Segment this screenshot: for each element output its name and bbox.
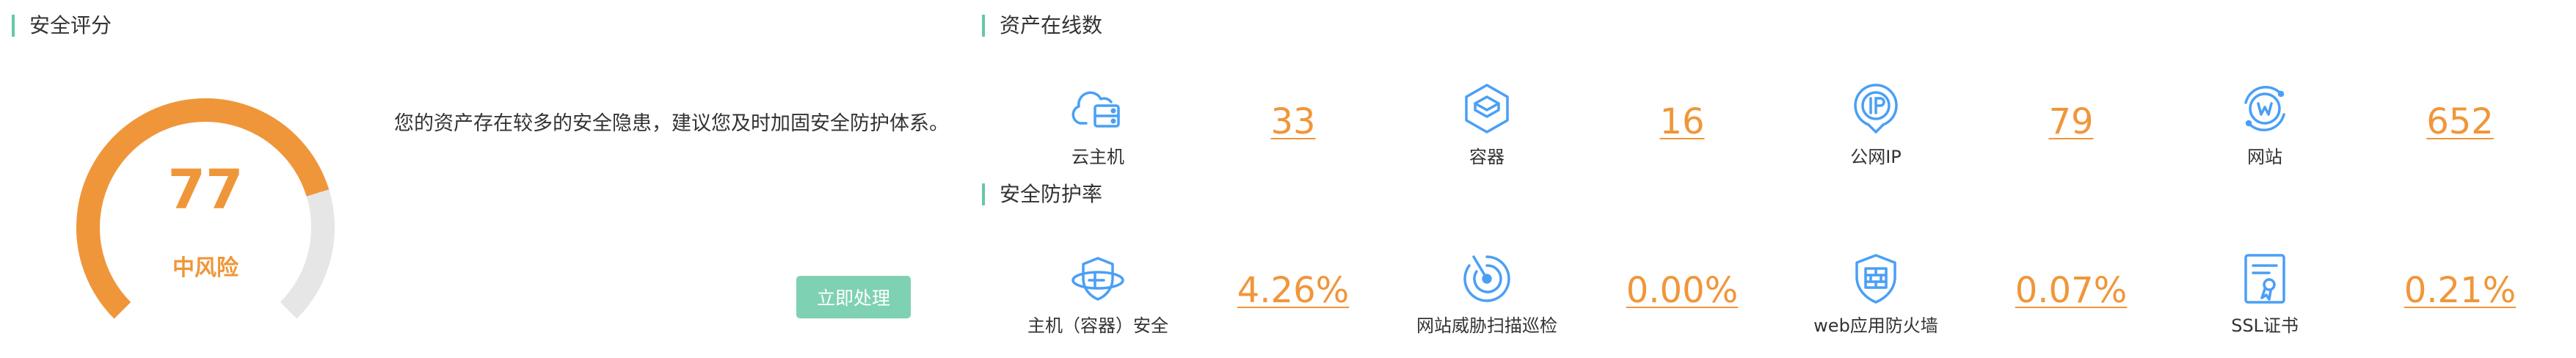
asset-value-public-ip[interactable]: 79 bbox=[2048, 101, 2094, 142]
gauge-fill bbox=[76, 98, 330, 319]
firewall-shield-icon bbox=[1848, 251, 1904, 307]
protection-rate-title-text: 安全防护率 bbox=[1000, 182, 1103, 206]
asset-label-website: 网站 bbox=[2247, 147, 2282, 167]
protection-value-ssl[interactable]: 0.21% bbox=[2404, 270, 2517, 311]
assets-online-title-text: 资产在线数 bbox=[1000, 13, 1103, 37]
handle-now-button[interactable]: 立即处理 bbox=[796, 276, 911, 318]
ssl-certificate-icon bbox=[2237, 251, 2293, 307]
score-gauge: 77 中风险 bbox=[66, 81, 345, 323]
protection-label-host-security: 主机（容器）安全 bbox=[1027, 315, 1168, 336]
security-score-title-text: 安全评分 bbox=[29, 13, 112, 37]
protection-label-firewall: web应用防火墙 bbox=[1813, 315, 1938, 336]
cloud-server-icon bbox=[1070, 81, 1126, 136]
container-icon bbox=[1459, 81, 1515, 136]
protection-rate-title: 安全防护率 bbox=[982, 182, 1102, 207]
protection-value-host-security[interactable]: 4.26% bbox=[1237, 270, 1350, 311]
protection-label-ssl: SSL证书 bbox=[2231, 315, 2299, 336]
threat-scan-icon bbox=[1459, 251, 1515, 307]
assets-online-title: 资产在线数 bbox=[982, 13, 1102, 38]
section-marker bbox=[12, 15, 15, 37]
protection-value-firewall[interactable]: 0.07% bbox=[2015, 270, 2128, 311]
protection-value-threat-scan[interactable]: 0.00% bbox=[1626, 270, 1739, 311]
asset-value-container[interactable]: 16 bbox=[1659, 101, 1705, 142]
asset-label-container: 容器 bbox=[1469, 147, 1505, 167]
security-score-title: 安全评分 bbox=[12, 13, 112, 38]
host-security-icon bbox=[1070, 251, 1126, 307]
asset-value-cloud-server[interactable]: 33 bbox=[1270, 101, 1316, 142]
security-advice: 您的资产存在较多的安全隐患，建议您及时加固安全防护体系。 bbox=[394, 112, 949, 135]
ip-icon bbox=[1848, 81, 1904, 136]
website-icon bbox=[2237, 81, 2293, 136]
asset-label-public-ip: 公网IP bbox=[1850, 147, 1902, 167]
asset-value-website[interactable]: 652 bbox=[2426, 101, 2494, 142]
section-marker bbox=[982, 15, 985, 37]
risk-level: 中风险 bbox=[172, 255, 239, 281]
score-value: 77 bbox=[167, 158, 244, 222]
asset-label-cloud-server: 云主机 bbox=[1071, 147, 1124, 167]
protection-label-threat-scan: 网站威胁扫描巡检 bbox=[1416, 315, 1557, 336]
section-marker bbox=[982, 183, 985, 205]
score-gauge-svg bbox=[76, 98, 335, 319]
